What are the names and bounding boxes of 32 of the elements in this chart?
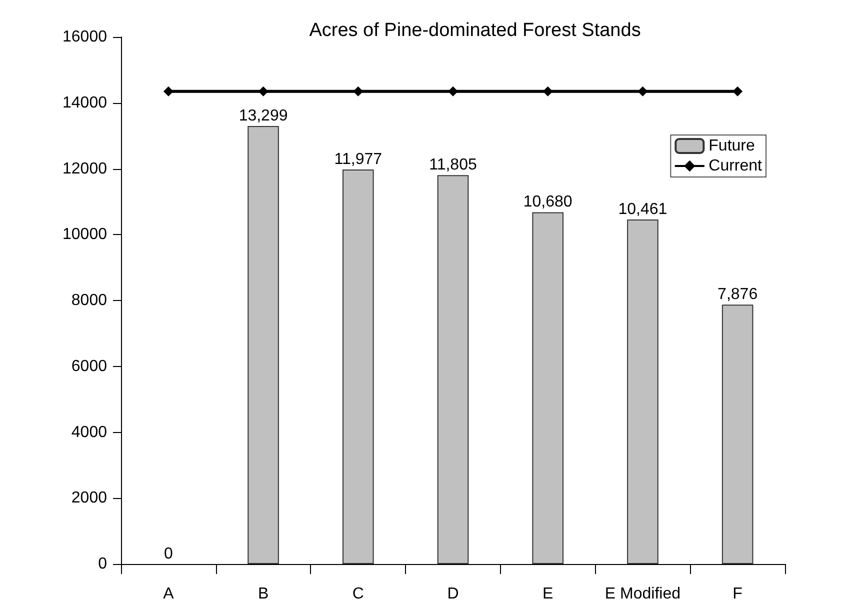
x-tick-label: C	[352, 586, 364, 602]
data-label: 11,805	[429, 156, 477, 174]
bar	[437, 175, 469, 564]
bar	[342, 170, 374, 564]
y-tick-label: 10000	[62, 226, 108, 244]
data-label: 11,977	[334, 151, 382, 168]
x-tick-label: E	[542, 586, 554, 602]
y-tick-label: 4000	[71, 424, 108, 441]
x-tick-label: B	[258, 586, 269, 602]
x-tick-label: A	[163, 586, 174, 602]
data-label: 10,680	[523, 194, 572, 211]
legend-label: Future	[708, 138, 755, 154]
y-tick-label: 16000	[62, 28, 108, 46]
data-label: 13,299	[238, 107, 288, 124]
y-tick-label: 8000	[71, 292, 108, 309]
legend-label: Current	[708, 158, 763, 174]
y-tick-label: 2000	[71, 490, 108, 507]
data-label: 7,876	[718, 286, 758, 304]
bar	[627, 219, 658, 564]
bar	[532, 212, 564, 564]
y-tick-label: 14000	[62, 94, 108, 112]
chart-title: Acres of Pine-dominated Forest Stands	[309, 20, 641, 41]
x-tick-label: F	[732, 586, 743, 602]
x-tick-label: D	[447, 586, 459, 602]
x-tick-label: E Modified	[604, 586, 681, 602]
bar	[722, 304, 754, 564]
y-tick-label: 0	[98, 556, 108, 572]
y-tick-label: 6000	[71, 358, 108, 375]
bar	[248, 126, 279, 564]
data-label: 10,461	[618, 200, 668, 218]
y-tick-label: 12000	[62, 160, 108, 178]
data-label: 0	[164, 546, 173, 562]
